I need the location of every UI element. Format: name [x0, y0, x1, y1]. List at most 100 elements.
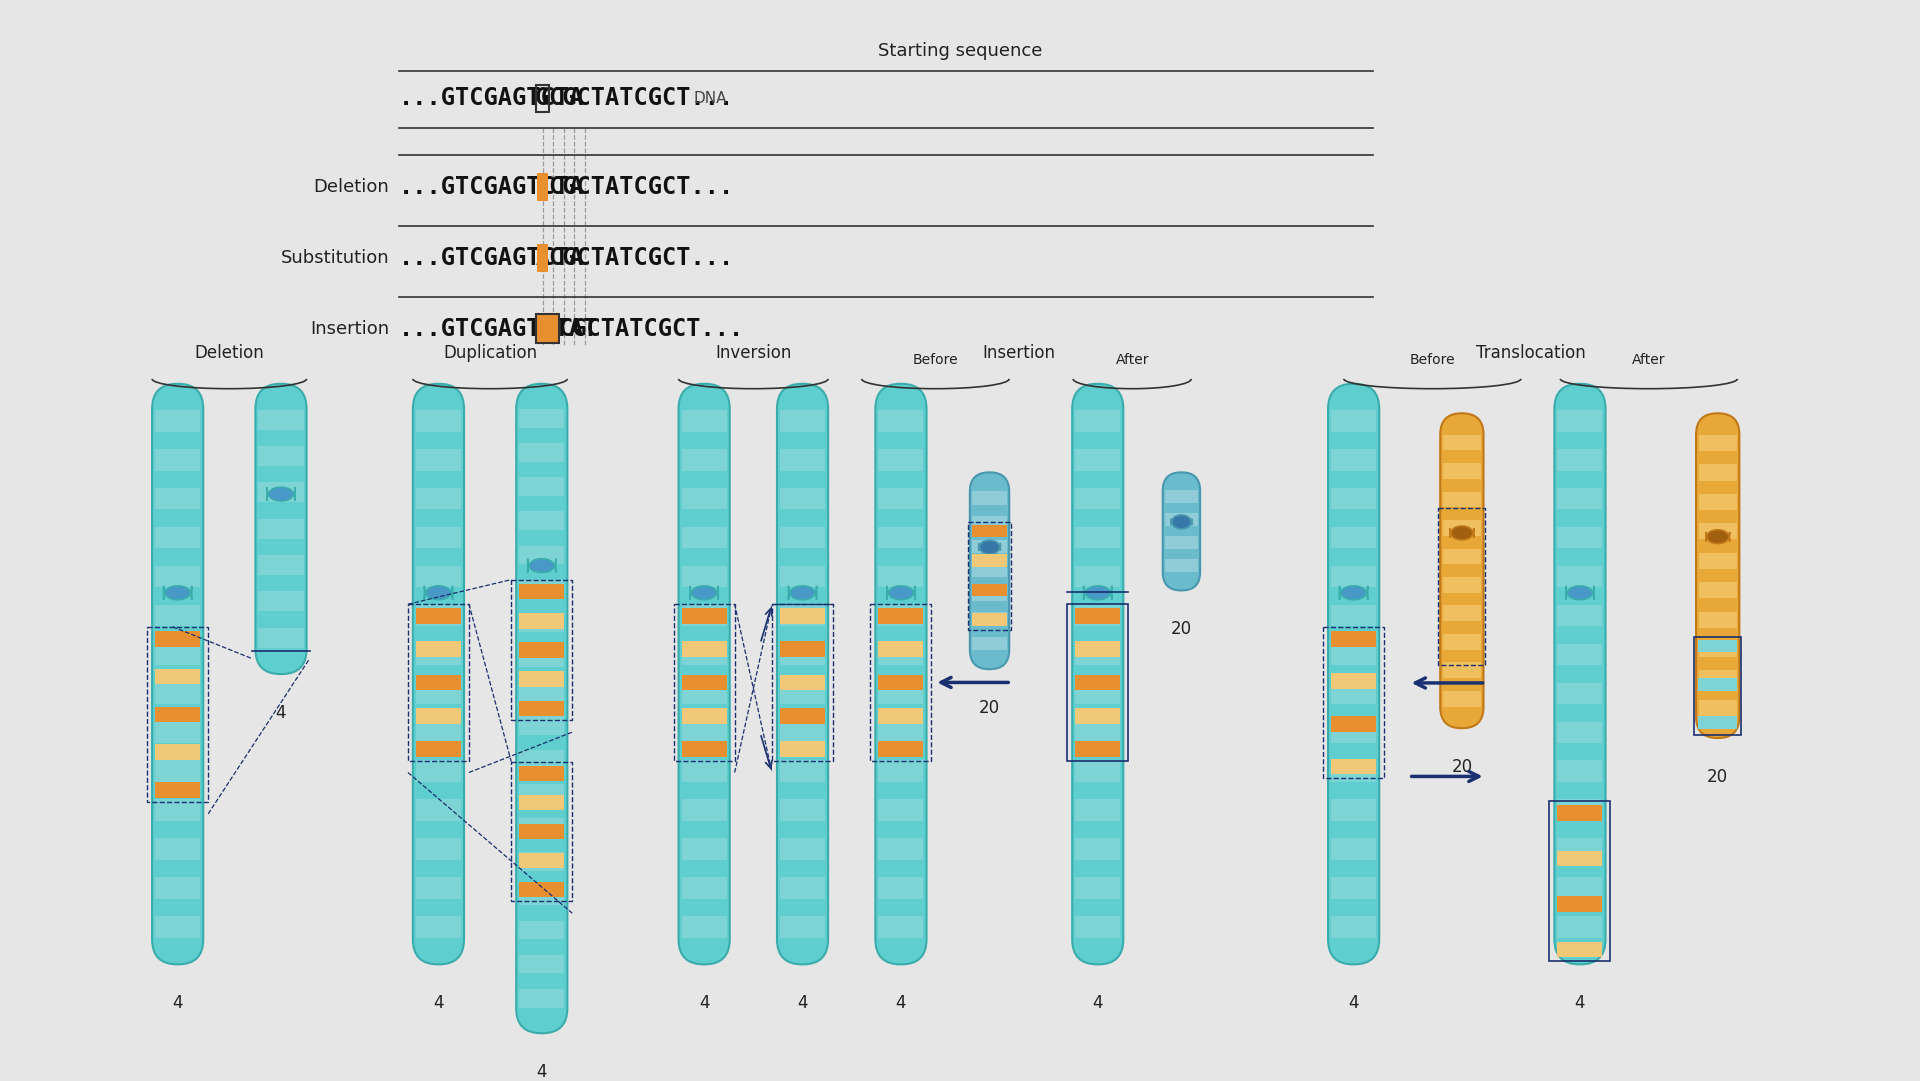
Bar: [780, 643, 826, 665]
Bar: [972, 516, 1006, 529]
Bar: [780, 489, 826, 509]
Bar: [417, 641, 461, 657]
Bar: [682, 528, 726, 548]
Bar: [682, 708, 726, 723]
Bar: [417, 411, 461, 431]
Text: Duplication: Duplication: [444, 344, 538, 362]
FancyBboxPatch shape: [1705, 530, 1730, 544]
Bar: [259, 519, 303, 538]
Bar: [1442, 520, 1480, 536]
Text: After: After: [1116, 353, 1148, 368]
Bar: [417, 643, 461, 665]
Bar: [1075, 675, 1119, 691]
Bar: [518, 584, 564, 599]
Bar: [682, 641, 726, 657]
Bar: [972, 555, 1008, 566]
Bar: [1068, 604, 1129, 761]
FancyBboxPatch shape: [424, 586, 453, 600]
Bar: [1075, 916, 1119, 937]
Bar: [682, 838, 726, 859]
Bar: [1442, 691, 1480, 707]
Bar: [972, 612, 1006, 626]
Bar: [1331, 716, 1377, 732]
Bar: [1557, 450, 1603, 470]
Bar: [1693, 637, 1741, 735]
Bar: [972, 524, 1008, 537]
Bar: [518, 795, 564, 811]
Bar: [682, 799, 726, 820]
Bar: [780, 740, 826, 757]
Bar: [780, 675, 826, 691]
Bar: [1442, 548, 1480, 564]
Bar: [417, 675, 461, 691]
Bar: [259, 591, 303, 612]
Bar: [1165, 536, 1198, 549]
Bar: [1557, 566, 1603, 587]
Bar: [1442, 633, 1480, 650]
Bar: [518, 824, 564, 840]
Bar: [259, 446, 303, 466]
Bar: [156, 450, 200, 470]
Bar: [259, 556, 303, 575]
Bar: [518, 613, 564, 628]
Bar: [682, 609, 726, 624]
Bar: [1557, 643, 1603, 665]
Bar: [538, 244, 547, 271]
Bar: [780, 528, 826, 548]
Bar: [417, 838, 461, 859]
Bar: [780, 682, 826, 704]
Bar: [879, 721, 924, 743]
Text: 4: 4: [1348, 993, 1359, 1012]
Bar: [1557, 528, 1603, 548]
Bar: [879, 760, 924, 782]
Bar: [156, 682, 200, 704]
Text: 4: 4: [1092, 993, 1102, 1012]
Bar: [879, 411, 924, 431]
Bar: [1699, 670, 1738, 686]
Text: CGCTATCGCT...: CGCTATCGCT...: [547, 175, 733, 199]
Bar: [1557, 721, 1603, 743]
Text: Before: Before: [1409, 353, 1455, 368]
Bar: [518, 853, 564, 868]
Bar: [879, 838, 924, 859]
Bar: [682, 675, 726, 691]
Bar: [682, 604, 726, 626]
Bar: [518, 886, 564, 905]
Bar: [780, 838, 826, 859]
Bar: [1323, 627, 1384, 778]
Bar: [156, 799, 200, 820]
Bar: [1075, 450, 1119, 470]
Bar: [1442, 605, 1480, 622]
Bar: [1557, 916, 1603, 937]
Bar: [536, 84, 549, 112]
Bar: [1075, 411, 1119, 431]
FancyBboxPatch shape: [678, 384, 730, 964]
Bar: [1442, 492, 1480, 507]
Bar: [879, 643, 924, 665]
Bar: [780, 721, 826, 743]
Bar: [780, 609, 826, 624]
Bar: [156, 783, 200, 798]
FancyBboxPatch shape: [778, 384, 828, 964]
FancyBboxPatch shape: [1171, 515, 1192, 529]
Bar: [417, 604, 461, 626]
Bar: [1557, 604, 1603, 626]
FancyBboxPatch shape: [876, 384, 927, 964]
Bar: [682, 411, 726, 431]
FancyBboxPatch shape: [1329, 384, 1379, 964]
Bar: [156, 760, 200, 782]
Bar: [1331, 604, 1377, 626]
FancyBboxPatch shape: [516, 384, 566, 1033]
Bar: [1331, 916, 1377, 937]
Bar: [518, 642, 564, 658]
Bar: [1557, 805, 1603, 820]
Bar: [1557, 682, 1603, 704]
Bar: [259, 482, 303, 503]
Bar: [879, 528, 924, 548]
FancyBboxPatch shape: [1555, 384, 1605, 964]
Bar: [1075, 682, 1119, 704]
FancyBboxPatch shape: [1071, 384, 1123, 964]
Bar: [879, 799, 924, 820]
Bar: [682, 760, 726, 782]
Text: 4: 4: [1574, 993, 1586, 1012]
